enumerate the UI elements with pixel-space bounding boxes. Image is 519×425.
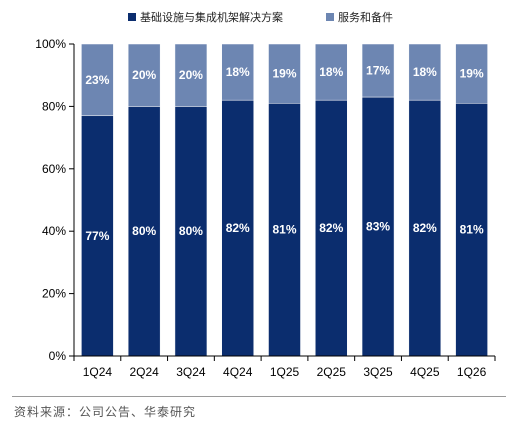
x-tick-label: 4Q24 xyxy=(223,365,253,379)
footer-divider xyxy=(12,396,506,397)
bar-segment-1Q25-1 xyxy=(268,103,301,357)
legend-swatch-1 xyxy=(128,13,136,21)
data-label-4Q25-1: 82% xyxy=(413,221,437,235)
bar-segment-2Q25-1 xyxy=(315,99,348,357)
bar-segment-4Q24-2 xyxy=(221,43,254,101)
x-axis: 1Q24 2Q24 3Q24 4Q24 1Q25 2Q25 3Q25 4Q25 1Q26 xyxy=(73,355,496,379)
x-tick-label: 2Q24 xyxy=(129,365,159,379)
y-tick-label: 0% xyxy=(49,349,67,363)
data-label-1Q25-1: 81% xyxy=(272,223,296,237)
data-label-2Q24-1: 80% xyxy=(132,224,156,238)
data-label-4Q24-1: 82% xyxy=(226,221,250,235)
x-tick-label: 3Q25 xyxy=(363,365,393,379)
x-tick-label: 1Q26 xyxy=(457,365,487,379)
data-label-1Q26-1: 81% xyxy=(460,223,484,237)
y-tick-label: 40% xyxy=(42,224,66,238)
data-label-3Q25-1: 83% xyxy=(366,220,390,234)
bar-segment-1Q26-1 xyxy=(455,103,488,357)
data-label-1Q24-2: 23% xyxy=(85,73,109,87)
x-tick-label: 2Q25 xyxy=(317,365,347,379)
y-tick-label: 20% xyxy=(42,287,66,301)
stacked-bar-chart: 基础设施与集成机架解决方案 服务和备件 0% 20% 40% 60% 80% 100% 77… xyxy=(35,10,496,379)
data-label-3Q24-1: 80% xyxy=(179,224,203,238)
x-tick-label: 1Q25 xyxy=(270,365,300,379)
data-label-1Q25-2: 19% xyxy=(272,67,296,81)
bar-segment-2Q24-2 xyxy=(127,43,161,107)
legend-swatch-2 xyxy=(326,13,334,21)
data-label-3Q24-2: 20% xyxy=(179,68,203,82)
bar-segment-1Q26-2 xyxy=(455,43,488,104)
x-tick-label: 3Q24 xyxy=(176,365,206,379)
y-tick-label: 80% xyxy=(42,99,66,113)
y-tick-label: 60% xyxy=(42,162,66,176)
x-tick-label: 1Q24 xyxy=(83,365,113,379)
data-label-4Q25-2: 18% xyxy=(413,65,437,79)
bar-segment-1Q24-2 xyxy=(81,43,114,117)
bar-segment-4Q24-1 xyxy=(221,99,254,357)
bar-segment-2Q25-2 xyxy=(315,43,348,101)
data-label-2Q25-1: 82% xyxy=(319,221,343,235)
data-label-4Q24-2: 18% xyxy=(226,65,250,79)
data-label-3Q25-2: 17% xyxy=(366,64,390,78)
data-label-2Q25-2: 18% xyxy=(319,65,343,79)
legend: 基础设施与集成机架解决方案 服务和备件 xyxy=(128,10,393,24)
data-label-2Q24-2: 20% xyxy=(132,68,156,82)
source-note: 资料来源：公司公告、华泰研究 xyxy=(14,405,197,419)
bars: 77% 23% 80% 20% 80% 20% 82% 18% 81% 19% 82% 18% 83% 1… xyxy=(81,43,488,357)
y-axis: 0% 20% 40% 60% 80% 100% xyxy=(35,37,75,363)
legend-label-2: 服务和备件 xyxy=(338,10,393,24)
bar-segment-3Q24-2 xyxy=(174,43,208,107)
bar-segment-4Q25-2 xyxy=(408,43,442,101)
bar-segment-2Q24-1 xyxy=(127,106,161,357)
bar-segment-3Q24-1 xyxy=(174,106,208,357)
data-label-1Q26-2: 19% xyxy=(460,67,484,81)
bar-segment-4Q25-1 xyxy=(408,99,442,357)
bar-segment-3Q25-1 xyxy=(361,96,395,357)
y-tick-label: 100% xyxy=(35,37,66,51)
bar-segment-1Q25-2 xyxy=(268,43,301,104)
data-label-1Q24-1: 77% xyxy=(85,229,109,243)
legend-label-1: 基础设施与集成机架解决方案 xyxy=(140,10,283,24)
x-tick-label: 4Q25 xyxy=(410,365,440,379)
bar-segment-3Q25-2 xyxy=(361,43,395,98)
